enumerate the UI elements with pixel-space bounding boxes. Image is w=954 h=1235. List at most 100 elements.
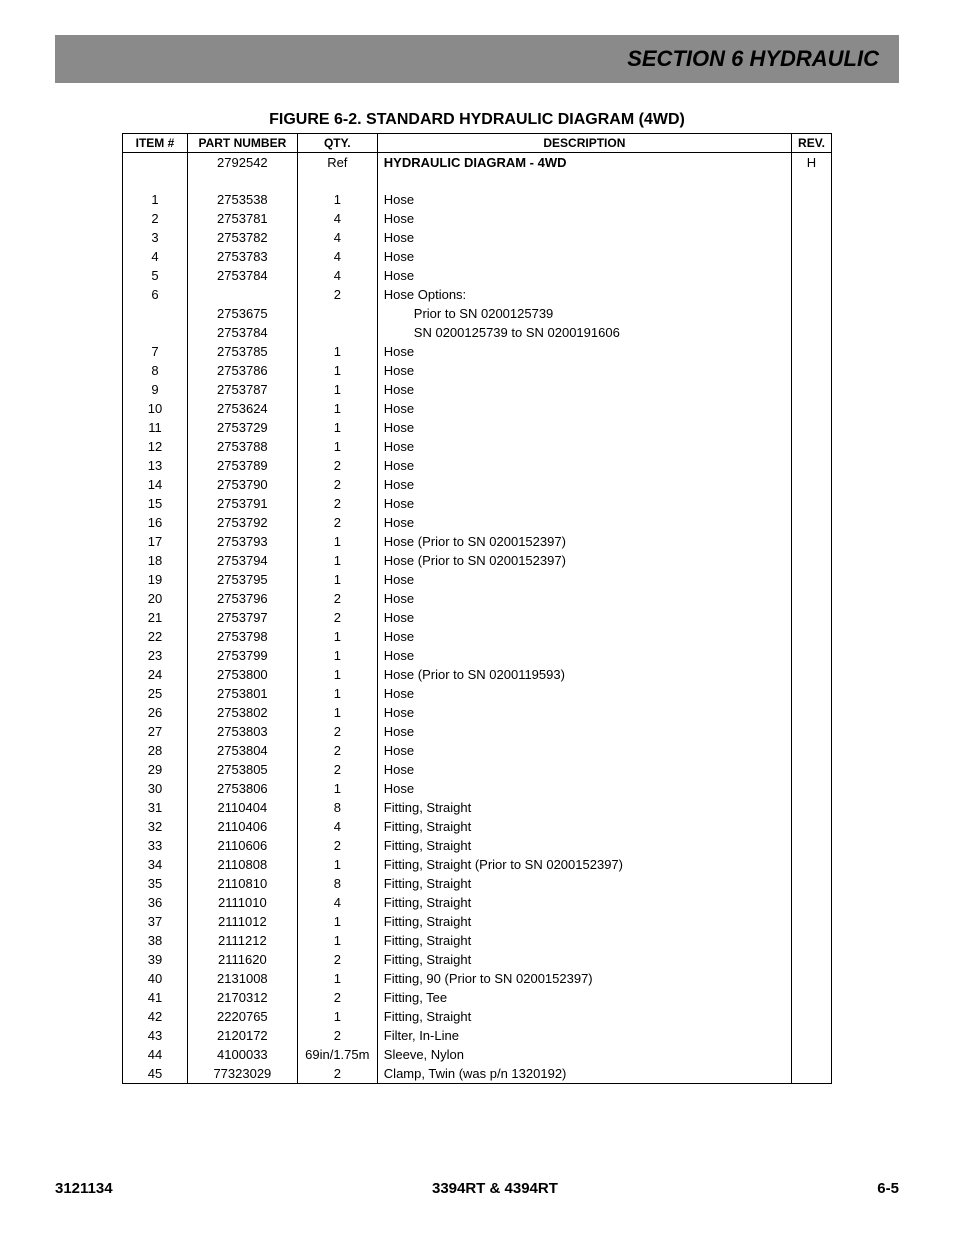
cell-part: 2753729 xyxy=(187,418,297,437)
table-row: 4121703122Fitting, Tee xyxy=(123,988,832,1007)
cell-rev xyxy=(791,342,831,361)
cell-item: 33 xyxy=(123,836,188,855)
cell-desc: Hose xyxy=(377,703,791,722)
cell-item: 5 xyxy=(123,266,188,285)
cell-qty: 2 xyxy=(297,950,377,969)
table-row: 62Hose Options: xyxy=(123,285,832,304)
cell-part: 2753787 xyxy=(187,380,297,399)
table-row: 1427537902Hose xyxy=(123,475,832,494)
cell-part: 2220765 xyxy=(187,1007,297,1026)
table-row: 927537871Hose xyxy=(123,380,832,399)
cell-rev xyxy=(791,266,831,285)
cell-part: 2792542 xyxy=(187,153,297,173)
cell-item: 28 xyxy=(123,741,188,760)
cell-item: 11 xyxy=(123,418,188,437)
cell-rev xyxy=(791,893,831,912)
cell-qty: 1 xyxy=(297,703,377,722)
cell-qty: 1 xyxy=(297,779,377,798)
table-row: 3521108108Fitting, Straight xyxy=(123,874,832,893)
cell-rev xyxy=(791,950,831,969)
cell-qty: 8 xyxy=(297,874,377,893)
cell-item xyxy=(123,323,188,342)
cell-item: 25 xyxy=(123,684,188,703)
cell-item: 38 xyxy=(123,931,188,950)
cell-qty: 2 xyxy=(297,456,377,475)
table-row: 4021310081Fitting, 90 (Prior to SN 02001… xyxy=(123,969,832,988)
cell-rev xyxy=(791,456,831,475)
cell-part: 2753789 xyxy=(187,456,297,475)
table-row: 3921116202Fitting, Straight xyxy=(123,950,832,969)
cell-item xyxy=(123,153,188,173)
table-row: 1127537291Hose xyxy=(123,418,832,437)
cell-rev xyxy=(791,589,831,608)
cell-part: 2753795 xyxy=(187,570,297,589)
table-row: 2753784SN 0200125739 to SN 0200191606 xyxy=(123,323,832,342)
table-row xyxy=(123,172,832,190)
cell-rev xyxy=(791,703,831,722)
col-header-rev: REV. xyxy=(791,134,831,153)
cell-part: 2170312 xyxy=(187,988,297,1007)
cell-part: 2753788 xyxy=(187,437,297,456)
footer-left: 3121134 xyxy=(55,1180,113,1197)
cell-item: 37 xyxy=(123,912,188,931)
cell-item: 6 xyxy=(123,285,188,304)
cell-rev xyxy=(791,494,831,513)
cell-desc: Fitting, Straight xyxy=(377,893,791,912)
cell-qty: 1 xyxy=(297,418,377,437)
cell-desc: Hose (Prior to SN 0200152397) xyxy=(377,551,791,570)
cell-qty: 2 xyxy=(297,608,377,627)
table-row: 2927538052Hose xyxy=(123,760,832,779)
cell-part: 2753792 xyxy=(187,513,297,532)
cell-desc: Hose xyxy=(377,437,791,456)
cell-part: 2753794 xyxy=(187,551,297,570)
cell-item: 7 xyxy=(123,342,188,361)
cell-rev xyxy=(791,209,831,228)
table-row: 4222207651Fitting, Straight xyxy=(123,1007,832,1026)
cell-desc: Sleeve, Nylon xyxy=(377,1045,791,1064)
cell-item: 17 xyxy=(123,532,188,551)
cell-qty: 8 xyxy=(297,798,377,817)
table-row: 827537861Hose xyxy=(123,361,832,380)
cell-desc: Fitting, Straight xyxy=(377,874,791,893)
cell-desc: Hose xyxy=(377,190,791,209)
cell-part: 2753798 xyxy=(187,627,297,646)
cell-rev xyxy=(791,969,831,988)
cell-qty: 1 xyxy=(297,190,377,209)
cell-qty: 69in/1.75m xyxy=(297,1045,377,1064)
cell-qty: 2 xyxy=(297,760,377,779)
cell-item: 39 xyxy=(123,950,188,969)
table-row: 2127537972Hose xyxy=(123,608,832,627)
cell-item xyxy=(123,304,188,323)
cell-desc: Hose xyxy=(377,741,791,760)
cell-item: 18 xyxy=(123,551,188,570)
cell-desc: HYDRAULIC DIAGRAM - 4WD xyxy=(377,153,791,173)
table-row: 4321201722Filter, In-Line xyxy=(123,1026,832,1045)
cell-qty: 1 xyxy=(297,912,377,931)
cell-qty: 2 xyxy=(297,1064,377,1084)
cell-item: 4 xyxy=(123,247,188,266)
cell-rev xyxy=(791,798,831,817)
table-row: 1827537941Hose (Prior to SN 0200152397) xyxy=(123,551,832,570)
footer-right: 6-5 xyxy=(877,1180,899,1197)
cell-item: 22 xyxy=(123,627,188,646)
cell-item: 21 xyxy=(123,608,188,627)
cell-qty: 1 xyxy=(297,570,377,589)
cell-rev xyxy=(791,361,831,380)
cell-desc: Hose xyxy=(377,361,791,380)
cell-item: 3 xyxy=(123,228,188,247)
cell-item: 14 xyxy=(123,475,188,494)
table-row: 3027538061Hose xyxy=(123,779,832,798)
table-row: 2827538042Hose xyxy=(123,741,832,760)
cell-part: 2753791 xyxy=(187,494,297,513)
cell-part: 2753804 xyxy=(187,741,297,760)
table-row: 1527537912Hose xyxy=(123,494,832,513)
cell-part: 2753799 xyxy=(187,646,297,665)
cell-part: 2753802 xyxy=(187,703,297,722)
cell-desc: Fitting, Straight xyxy=(377,798,791,817)
cell-rev xyxy=(791,1007,831,1026)
cell-desc: Fitting, Straight xyxy=(377,931,791,950)
cell-rev xyxy=(791,532,831,551)
table-row: 427537834Hose xyxy=(123,247,832,266)
cell-item: 2 xyxy=(123,209,188,228)
cell-desc: Hose xyxy=(377,779,791,798)
